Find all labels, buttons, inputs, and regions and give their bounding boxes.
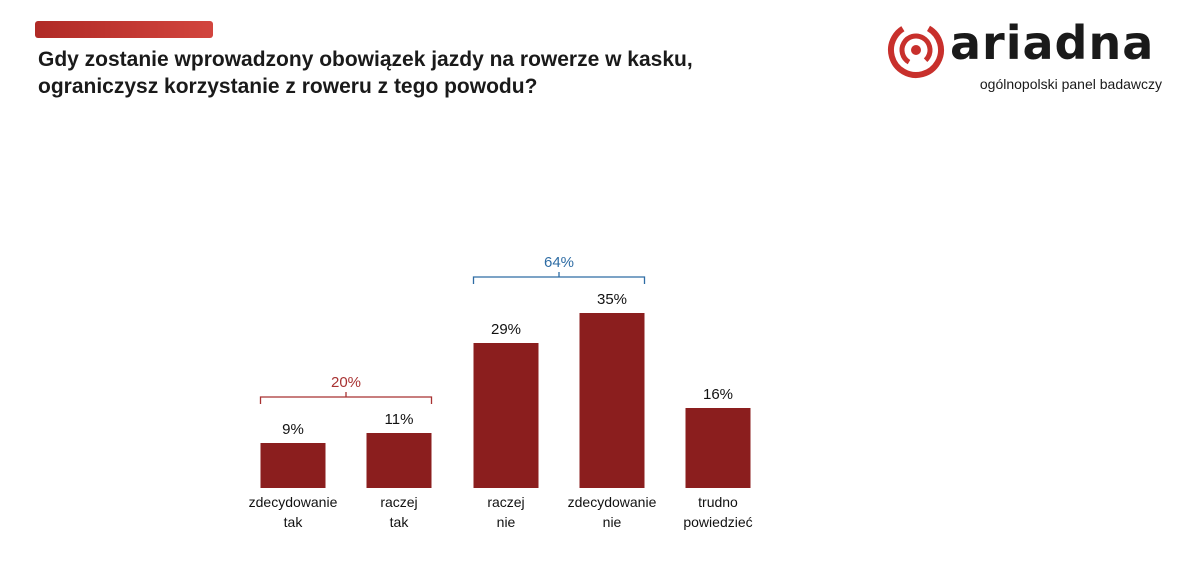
bar-2 xyxy=(473,343,539,488)
bar-value-label-2: 29% xyxy=(491,321,521,338)
ariadna-spiral-icon xyxy=(888,21,944,78)
logo-wordmark: ariadna xyxy=(950,16,1155,70)
title-line-2: ograniczysz korzystanie z roweru z tego … xyxy=(38,75,538,98)
header-accent-bar xyxy=(35,21,213,38)
bar-value-label-1: 11% xyxy=(385,411,414,428)
group-bracket-1 xyxy=(472,272,646,284)
category-label-3-line-0: zdecydowanie xyxy=(568,494,657,510)
bar-0 xyxy=(260,443,326,488)
bar-4 xyxy=(685,408,751,488)
category-label-1-line-0: raczej xyxy=(380,494,417,510)
category-label-0-line-1: tak xyxy=(284,514,304,530)
page-title: Gdy zostanie wprowadzony obowiązek jazdy… xyxy=(38,46,798,100)
category-label-0-line-0: zdecydowanie xyxy=(249,494,338,510)
category-label-2-line-1: nie xyxy=(497,514,516,530)
category-label-3-line-1: nie xyxy=(603,514,622,530)
bar-value-label-0: 9% xyxy=(282,421,304,438)
title-line-1: Gdy zostanie wprowadzony obowiązek jazdy… xyxy=(38,48,693,71)
category-label-4-line-0: trudno xyxy=(698,494,738,510)
category-label-4-line-1: powiedzieć xyxy=(683,514,752,530)
group-total-label-1: 64% xyxy=(544,254,574,271)
bar-value-label-3: 35% xyxy=(597,291,627,308)
bar-value-label-4: 16% xyxy=(703,386,733,403)
bar-3 xyxy=(579,313,645,488)
category-label-1-line-1: tak xyxy=(390,514,410,530)
bar-1 xyxy=(366,433,432,488)
group-total-label-0: 20% xyxy=(331,374,361,391)
category-label-2-line-0: raczej xyxy=(487,494,524,510)
logo-tagline: ogólnopolski panel badawczy xyxy=(979,76,1162,92)
group-bracket-0 xyxy=(259,392,433,404)
ariadna-logo: ariadna ogólnopolski panel badawczy xyxy=(884,16,1174,98)
